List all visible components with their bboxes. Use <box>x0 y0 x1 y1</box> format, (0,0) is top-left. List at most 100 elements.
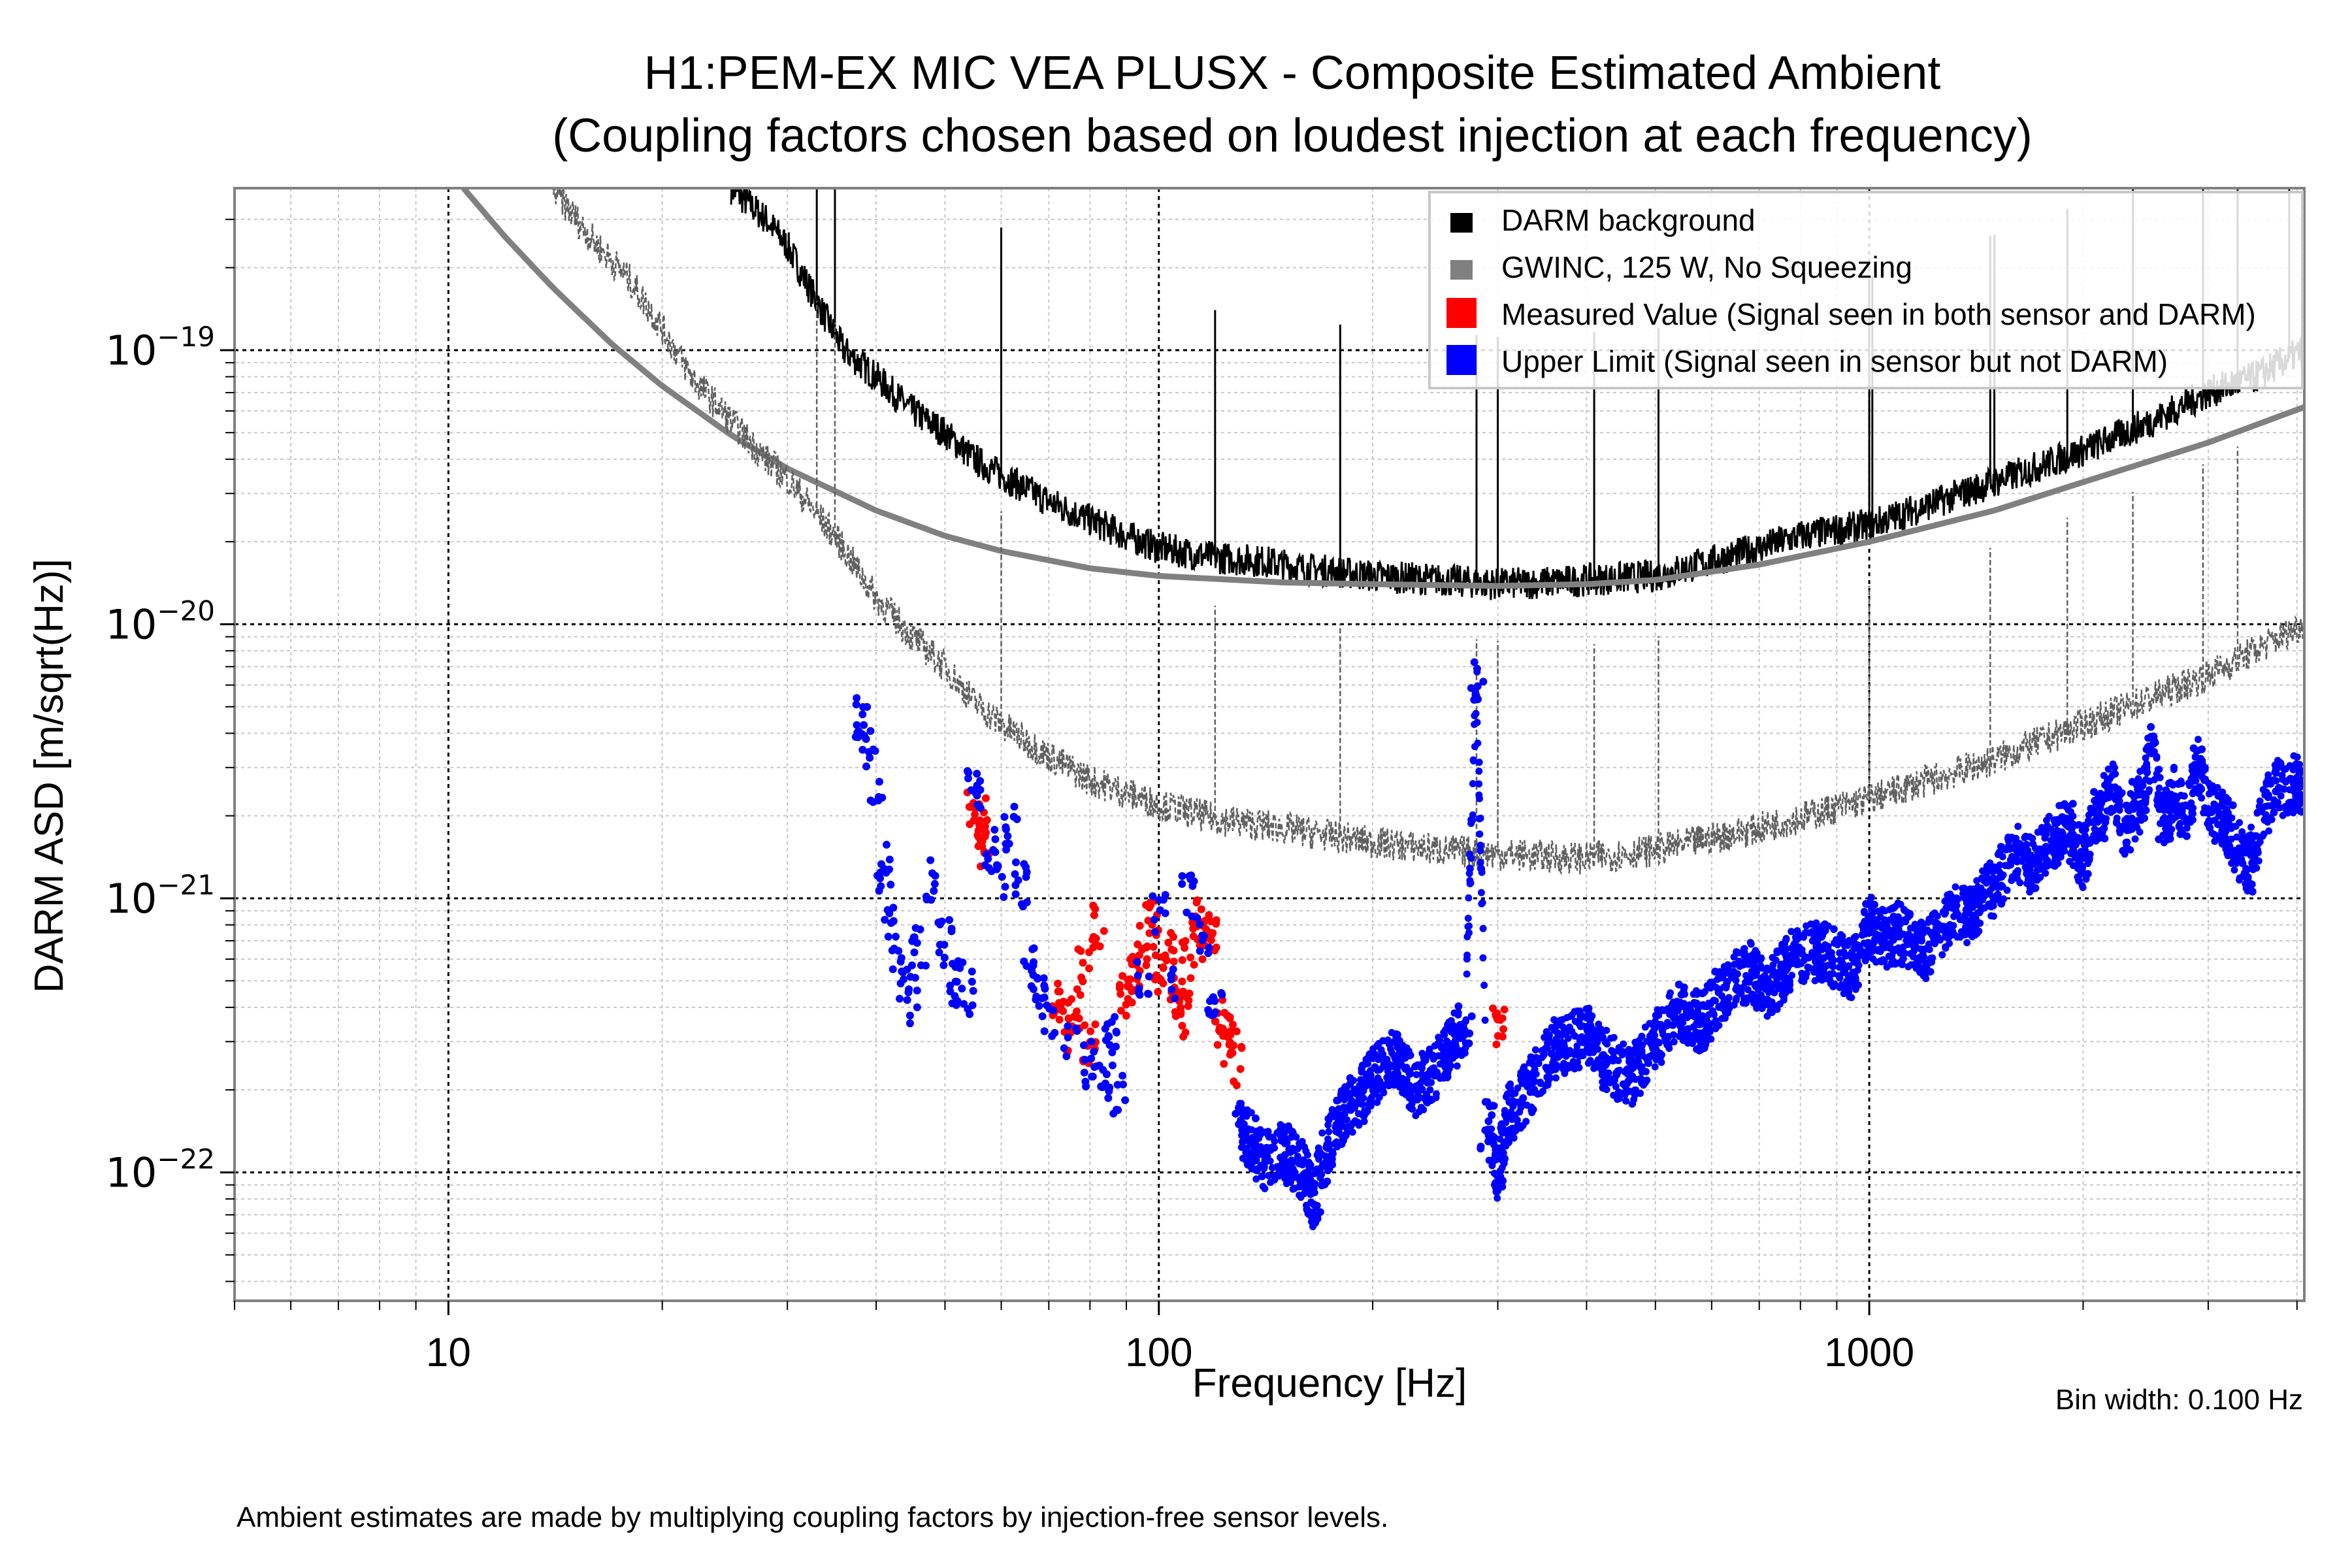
data-point <box>2104 787 2112 794</box>
data-point <box>2100 772 2108 779</box>
data-point <box>2230 854 2238 862</box>
data-point <box>1531 1054 1539 1062</box>
data-point <box>2185 815 2193 823</box>
chart-title: H1:PEM-EX MIC VEA PLUSX - Composite Esti… <box>644 47 1941 99</box>
data-point <box>1117 990 1125 998</box>
data-point <box>1090 1047 1098 1056</box>
data-point <box>1266 1157 1274 1165</box>
data-point <box>1040 1027 1049 1036</box>
data-point <box>1753 981 1761 988</box>
data-point <box>1983 868 1991 875</box>
data-point <box>2259 786 2267 794</box>
data-point <box>970 816 978 825</box>
data-point <box>1670 1038 1678 1046</box>
data-point <box>1705 1000 1712 1007</box>
data-point <box>1463 933 1471 941</box>
data-point <box>1040 981 1049 990</box>
data-point <box>1167 928 1175 937</box>
data-point <box>1318 1182 1326 1190</box>
data-point <box>2211 816 2219 824</box>
data-point <box>964 774 972 783</box>
data-point <box>2245 879 2253 887</box>
data-point <box>2251 841 2259 849</box>
data-point <box>885 909 894 918</box>
data-point <box>910 933 919 941</box>
data-point <box>1230 1041 1238 1050</box>
data-point <box>1573 1042 1581 1050</box>
data-point <box>1178 880 1186 889</box>
data-point <box>1237 1100 1245 1107</box>
data-point <box>1002 823 1010 832</box>
data-point <box>2103 780 2111 788</box>
data-point <box>2156 774 2164 781</box>
data-point <box>916 925 924 934</box>
data-point <box>1763 964 1771 972</box>
data-point <box>1198 955 1207 964</box>
data-point <box>1358 1061 1366 1069</box>
data-point <box>1641 1023 1649 1031</box>
data-point <box>1776 1000 1784 1008</box>
data-point <box>2151 739 2159 747</box>
data-point <box>1252 1175 1260 1183</box>
data-point <box>1895 933 1903 941</box>
data-point <box>2051 816 2059 824</box>
data-point <box>1484 1117 1493 1126</box>
data-point <box>2206 789 2214 797</box>
data-point <box>1740 994 1748 1002</box>
data-point <box>1568 1011 1576 1019</box>
data-point <box>862 735 870 743</box>
data-point <box>2256 797 2264 805</box>
data-point <box>1354 1100 1362 1107</box>
data-point <box>1527 1103 1535 1111</box>
data-point <box>1250 1135 1258 1143</box>
data-point <box>1592 1033 1600 1041</box>
data-point <box>1181 1028 1190 1037</box>
data-point <box>1662 1038 1670 1046</box>
data-point <box>2121 821 2129 829</box>
data-point <box>1996 874 2004 881</box>
data-point <box>2064 823 2072 830</box>
data-point <box>1168 985 1176 994</box>
data-point <box>1265 1171 1273 1179</box>
data-point <box>2270 808 2278 817</box>
data-point <box>1237 1043 1246 1051</box>
data-point <box>1681 990 1689 998</box>
data-point <box>1088 1072 1097 1081</box>
data-point <box>1211 1017 1219 1026</box>
data-point <box>1531 1046 1539 1054</box>
data-point <box>1135 985 1143 993</box>
data-point <box>1524 1075 1532 1083</box>
data-point <box>2003 887 2011 894</box>
data-point <box>1470 658 1478 666</box>
data-point <box>1001 883 1009 891</box>
data-point <box>1501 1107 1509 1115</box>
data-point <box>1494 1194 1501 1202</box>
data-point <box>1607 1075 1615 1083</box>
data-point <box>1839 964 1847 972</box>
data-point <box>1490 1139 1497 1147</box>
data-point <box>1362 1109 1369 1117</box>
data-point <box>1921 945 1929 953</box>
data-point <box>2079 884 2087 892</box>
data-point <box>1829 963 1837 971</box>
data-point <box>2080 841 2088 849</box>
data-point <box>1699 1001 1707 1009</box>
data-point <box>885 855 894 864</box>
data-point <box>1325 1128 1333 1135</box>
data-point <box>1011 890 1020 898</box>
data-point <box>2265 827 2273 835</box>
data-point <box>862 762 870 771</box>
data-point <box>1902 918 1910 926</box>
data-point <box>1471 743 1478 751</box>
data-point <box>1722 982 1730 990</box>
data-point <box>2140 764 2148 772</box>
data-point <box>1108 1061 1117 1070</box>
data-point <box>1723 996 1731 1004</box>
data-point <box>1798 970 1806 977</box>
y-axis-label: DARM ASD [m/sqrt(Hz)] <box>27 559 72 993</box>
data-point <box>1169 957 1178 966</box>
data-point <box>1475 759 1483 766</box>
data-point <box>1178 956 1186 964</box>
data-point <box>1264 1132 1272 1139</box>
data-point <box>1114 1106 1122 1115</box>
